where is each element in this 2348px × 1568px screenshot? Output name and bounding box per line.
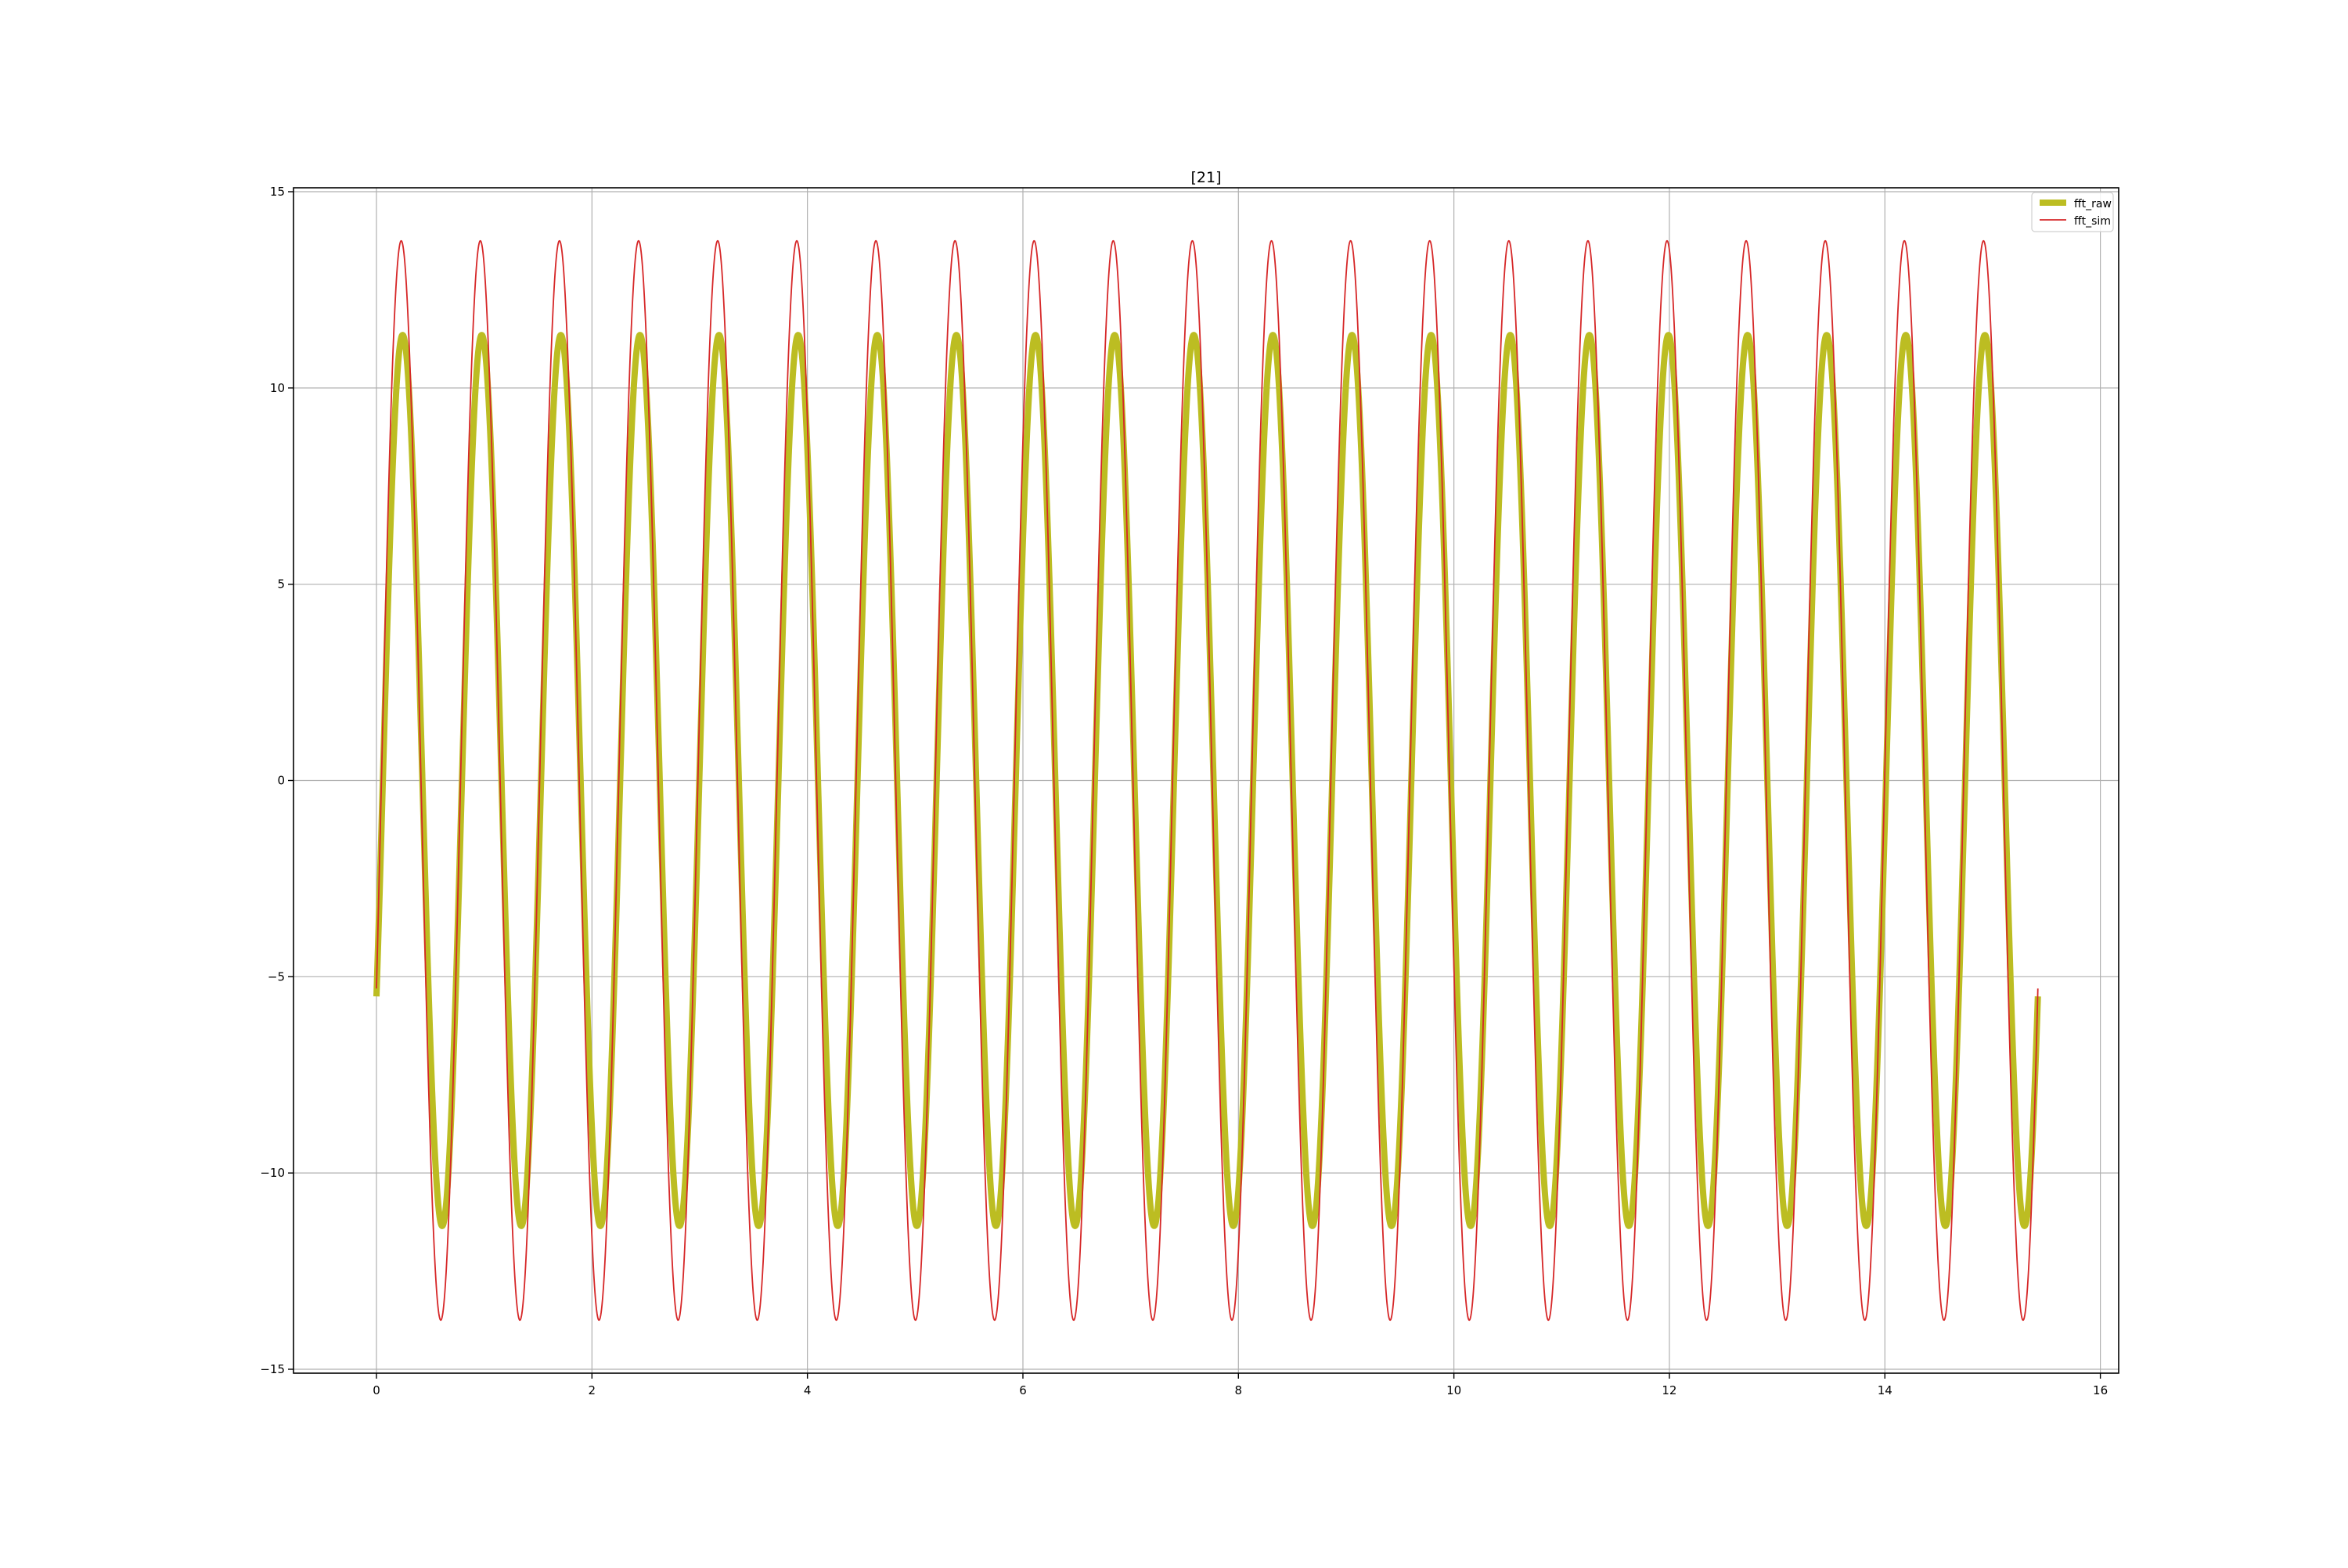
y-tick-label: −10 [260,1166,285,1180]
x-tick-label: 6 [1019,1383,1027,1397]
ticks: 0 2 4 6 8 10 12 14 16 −15 −10 −5 0 5 10 15 [260,185,2108,1397]
x-tick-label: 4 [804,1383,812,1397]
x-tick-label: 0 [373,1383,380,1397]
legend-label-fft-sim: fft_sim [2074,215,2111,228]
x-tick-label: 10 [1446,1383,1461,1397]
y-tick-label: 5 [277,577,285,592]
legend: fft_raw fft_sim [2031,192,2114,232]
chart-title: [21] [1190,169,1221,186]
y-tick-label: −5 [268,969,285,984]
legend-label-fft-raw: fft_raw [2074,198,2112,210]
y-tick-label: −15 [260,1362,285,1376]
y-tick-label: 10 [270,381,285,395]
x-tick-label: 16 [2093,1383,2108,1397]
series-layer [373,239,2041,1322]
x-tick-label: 2 [589,1383,596,1397]
x-tick-label: 14 [1878,1383,1892,1397]
x-tick-label: 12 [1662,1383,1676,1397]
y-tick-label: 0 [277,774,285,788]
x-tick-label: 8 [1235,1383,1243,1397]
y-tick-label: 15 [270,185,285,199]
series-line-fft-sim [376,239,2039,1322]
